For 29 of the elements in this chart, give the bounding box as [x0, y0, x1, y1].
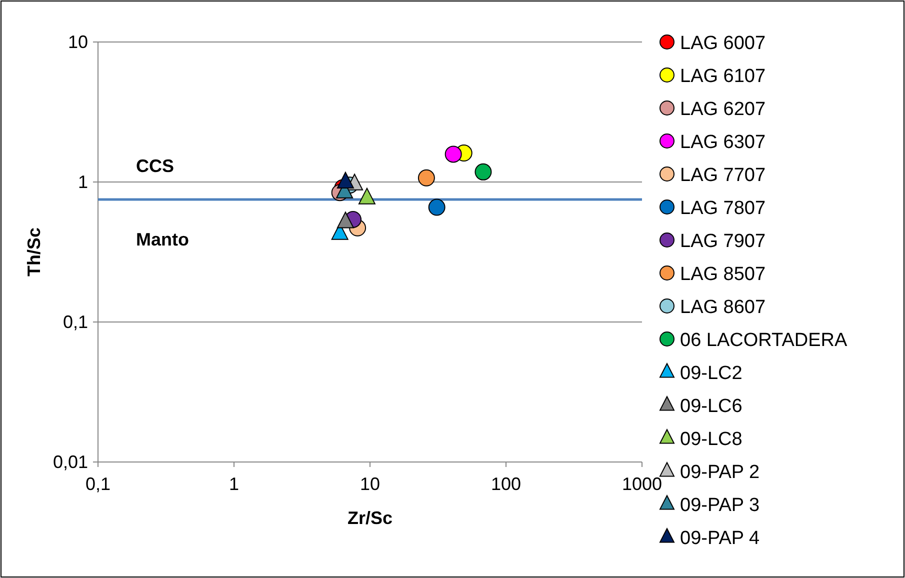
legend-label: LAG 7907 — [680, 231, 766, 252]
legend-label: 06 LACORTADERA — [680, 330, 848, 351]
x-tick-label: 10 — [360, 474, 380, 494]
legend-label: 09-PAP 2 — [680, 462, 760, 483]
y-tick-label: 10 — [68, 32, 88, 52]
legend-label: LAG 8507 — [680, 264, 766, 285]
x-tick-label: 1000 — [622, 474, 662, 494]
y-tick-label: 1 — [78, 172, 88, 192]
y-tick-label: 0,01 — [52, 452, 88, 472]
x-tick-label: 1 — [228, 474, 240, 494]
x-axis-title: Zr/Sc — [347, 508, 393, 528]
y-tick-label: 0,1 — [62, 312, 88, 332]
x-tick-label: 100 — [490, 474, 522, 494]
legend-label: LAG 6007 — [680, 33, 766, 54]
legend-label: LAG 8607 — [680, 297, 766, 318]
legend-label: LAG 6207 — [680, 99, 766, 120]
annotation: CCS — [136, 156, 174, 176]
legend-label: LAG 6307 — [680, 132, 766, 153]
legend-label: LAG 6107 — [680, 66, 766, 87]
legend-label: 09-PAP 3 — [680, 495, 760, 516]
legend-label: 09-LC6 — [680, 396, 742, 417]
legend-label: LAG 7807 — [680, 198, 766, 219]
y-axis-title: Th/Sc — [24, 227, 44, 277]
legend-label: LAG 7707 — [680, 165, 766, 186]
legend-label: 09-PAP 4 — [680, 528, 760, 549]
legend-label: 09-LC2 — [680, 363, 742, 384]
x-tick-label: 0,1 — [85, 474, 111, 494]
ref-line-label: Manto — [136, 229, 189, 250]
legend-label: 09-LC8 — [680, 429, 742, 450]
